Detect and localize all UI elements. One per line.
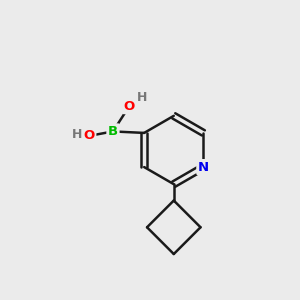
Text: O: O bbox=[124, 100, 135, 113]
Text: O: O bbox=[84, 129, 95, 142]
Text: H: H bbox=[71, 128, 82, 141]
Text: N: N bbox=[198, 160, 209, 174]
Text: B: B bbox=[108, 125, 118, 138]
Text: H: H bbox=[136, 91, 147, 104]
